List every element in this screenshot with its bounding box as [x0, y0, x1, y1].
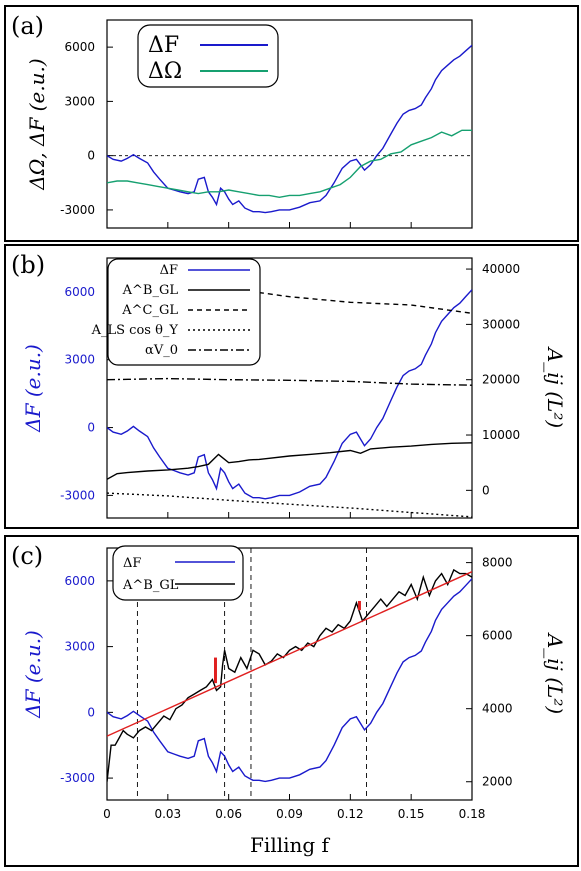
series-line — [107, 377, 472, 386]
series-group — [107, 44, 472, 214]
x-tick-label: 0.06 — [215, 807, 242, 821]
y-tick-label: -3000 — [60, 488, 95, 502]
y2-axis-label: A_ij (L²) — [543, 632, 567, 714]
x-tick-label: 0.15 — [398, 807, 425, 821]
y2-tick-label: 30000 — [482, 317, 520, 331]
y-tick-label: -3000 — [60, 771, 95, 785]
panel-frame — [4, 535, 579, 867]
legend-label: αV_0 — [145, 343, 178, 358]
y2-tick-label: 10000 — [482, 428, 520, 442]
panel-label: (b) — [11, 251, 45, 279]
x-axis-label: Filling f — [250, 833, 331, 857]
series-line — [107, 273, 472, 314]
series-line — [107, 442, 472, 480]
panel-3: 6000 3000 0 -3000 8000 6000 4000 2000 0 0.03 0.06 0… — [4, 535, 579, 867]
series-line — [107, 571, 472, 737]
x-tick-label: 0.09 — [276, 807, 303, 821]
legend-label: A^B_GL — [122, 578, 179, 593]
y2-tick-label: 8000 — [482, 556, 513, 570]
legend-label: A_LS cos θ_Y — [91, 323, 179, 338]
x-tick-label: 0 — [103, 807, 111, 821]
legend-label: A^C_GL — [121, 303, 178, 318]
series-line — [107, 568, 472, 782]
x-tick-label: 0.18 — [459, 807, 486, 821]
series-line — [107, 492, 472, 518]
y2-tick-label: 4000 — [482, 702, 513, 716]
y2-axis-label: A_ij (L²) — [543, 346, 567, 428]
series-line — [107, 129, 472, 199]
legend-label: ΔF — [160, 263, 178, 278]
y-tick-label: 3000 — [64, 640, 95, 654]
y-tick-label: -3000 — [60, 203, 95, 217]
y2-tick-label: 2000 — [482, 775, 513, 789]
y-tick-label: 6000 — [64, 285, 95, 299]
legend-box — [107, 258, 261, 366]
legend: ΔF A^B_GL — [112, 545, 244, 601]
y2-tick-label: 20000 — [482, 373, 520, 387]
legend-label: A^B_GL — [122, 283, 179, 298]
legend-label: ΔF — [123, 556, 141, 571]
legend-label: ΔF — [148, 33, 179, 58]
y2-tick-label: 0 — [482, 483, 490, 497]
panel-2: 600030000-3000400003000020000100000(b)ΔF… — [4, 244, 579, 529]
y-tick-label: 0 — [87, 149, 95, 163]
y-axis-label: ΔF (e.u.) — [21, 630, 45, 719]
panel-label: (c) — [11, 542, 43, 570]
y-tick-label: 6000 — [64, 574, 95, 588]
series-line — [107, 578, 472, 783]
y-tick-label: 6000 — [64, 40, 95, 54]
legend-label: ΔΩ — [148, 59, 182, 84]
panel-frame — [4, 244, 579, 529]
y-tick-label: 3000 — [64, 353, 95, 367]
y-tick-label: 3000 — [64, 94, 95, 108]
y2-tick-label: 6000 — [482, 629, 513, 643]
series-group — [107, 568, 472, 783]
x-tick-label: 0.12 — [337, 807, 364, 821]
series-group — [107, 273, 472, 518]
y-axis-label: ΔΩ, ΔF (e.u.) — [25, 58, 49, 190]
y-tick-label: 0 — [87, 705, 95, 719]
y-axis-label: ΔF (e.u.) — [21, 344, 45, 433]
y-tick-label: 0 — [87, 421, 95, 435]
x-tick-label: 0.03 — [154, 807, 181, 821]
y2-tick-label: 40000 — [482, 262, 520, 276]
legend: ΔF A^B_GL A^C_GL A_LS cos θ_Y αV_0 — [91, 258, 261, 366]
panel-label: (a) — [11, 12, 44, 40]
panel-frame — [4, 5, 579, 242]
legend-box — [112, 545, 244, 601]
